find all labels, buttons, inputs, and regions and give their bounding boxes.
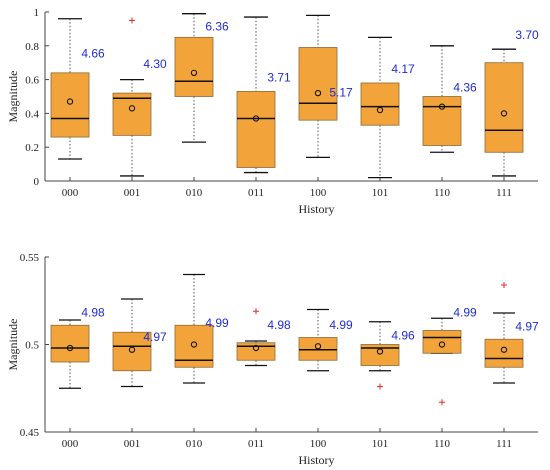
x-tick-label: 001 [124,438,141,450]
x-tick-label: 110 [434,438,451,450]
mean-annotation: 4.98 [267,318,291,332]
x-tick-label: 100 [310,438,327,450]
x-tick-label: 010 [186,438,203,450]
mean-annotation: 4.97 [515,320,539,334]
y-axis-label: Magnitude [6,319,20,371]
mean-marker [190,341,198,348]
top-box-plot-panel: 0 0.2 0.4 0.6 0.8 1 Magnitude History 000 4.66 001… [6,7,539,216]
x-axis-label: History [299,453,335,467]
y-tick-label: 0 [34,176,40,188]
mean-annotation: 3.70 [515,28,539,42]
mean-annotation: 4.36 [453,80,477,94]
box-iqr [484,338,524,368]
box-iqr [484,62,524,153]
box-iqr [360,344,400,366]
mean-annotation: 4.98 [81,306,105,320]
y-tick-label: 0.55 [20,252,40,264]
mean-marker [376,106,384,114]
y-tick-label: 0.5 [25,340,39,352]
mean-marker [438,341,446,348]
mean-marker [438,103,446,110]
mean-marker [500,346,508,353]
box-iqr [50,72,90,138]
mean-annotation: 6.36 [205,20,229,34]
mean-marker [190,69,198,76]
x-axis-label: History [299,202,335,216]
x-tick-label: 000 [62,187,79,199]
box-iqr [422,96,462,146]
mean-marker [314,343,322,350]
box-iqr [360,82,400,126]
outlier-marker [129,17,135,24]
mean-annotation: 5.17 [329,86,353,100]
x-tick-label: 111 [496,438,512,450]
x-tick-label: 101 [372,187,389,199]
mean-marker [66,344,74,352]
x-tick-label: 111 [496,187,512,199]
mean-marker [128,346,136,353]
y-axis-label: Magnitude [6,71,20,123]
y-tick-label: 0.4 [25,108,39,120]
outlier-marker [377,383,383,390]
outlier-marker [501,282,507,288]
box-iqr [236,342,276,361]
y-tick-label: 0.2 [25,142,39,154]
mean-marker [128,105,136,112]
x-tick-label: 011 [248,438,264,450]
mean-annotation: 4.97 [143,330,167,344]
x-tick-label: 011 [248,187,264,199]
mean-marker [252,115,260,122]
outlier-marker [253,308,259,315]
y-tick-label: 0.45 [20,427,40,439]
y-tick-label: 1 [34,7,40,19]
x-tick-label: 110 [434,187,451,199]
x-tick-label: 010 [186,187,203,199]
bottom-box-plot-panel: 0.45 0.5 0.55 Magnitude History 000 4.98 001 4.9… [6,252,539,467]
x-tick-label: 001 [124,187,141,199]
box-iqr [298,47,338,121]
mean-annotation: 4.17 [391,62,415,76]
mean-marker [376,348,384,355]
outlier-marker [439,399,445,406]
mean-marker [500,110,508,117]
mean-marker [314,89,322,97]
mean-annotation: 4.30 [143,57,167,71]
y-tick-label: 0.6 [25,75,39,87]
mean-annotation: 4.99 [453,306,477,320]
mean-annotation: 4.99 [329,318,353,332]
mean-annotation: 4.66 [81,47,105,61]
mean-annotation: 3.71 [267,70,291,84]
box-iqr [50,324,90,363]
box-iqr [112,331,152,372]
mean-marker [252,344,260,352]
y-tick-label: 0.8 [25,41,39,53]
box-iqr [112,92,152,136]
x-tick-label: 000 [62,438,79,450]
mean-annotation: 4.96 [391,328,415,342]
box-iqr [174,36,214,97]
box-iqr [236,91,276,168]
x-tick-label: 100 [310,187,327,199]
x-tick-label: 101 [372,438,389,450]
mean-annotation: 4.99 [205,316,229,330]
mean-marker [66,98,74,105]
